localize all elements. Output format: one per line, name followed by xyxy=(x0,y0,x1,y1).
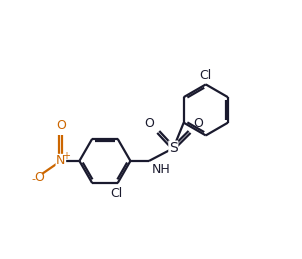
Text: NH: NH xyxy=(152,163,171,176)
Text: Cl: Cl xyxy=(111,187,123,200)
Text: Cl: Cl xyxy=(200,69,212,82)
Text: -: - xyxy=(31,175,35,184)
Text: S: S xyxy=(169,141,178,155)
Text: +: + xyxy=(62,151,70,161)
Text: O: O xyxy=(194,117,204,130)
Text: N: N xyxy=(56,154,66,167)
Text: O: O xyxy=(56,119,66,132)
Text: O: O xyxy=(34,171,44,184)
Text: O: O xyxy=(144,117,154,130)
